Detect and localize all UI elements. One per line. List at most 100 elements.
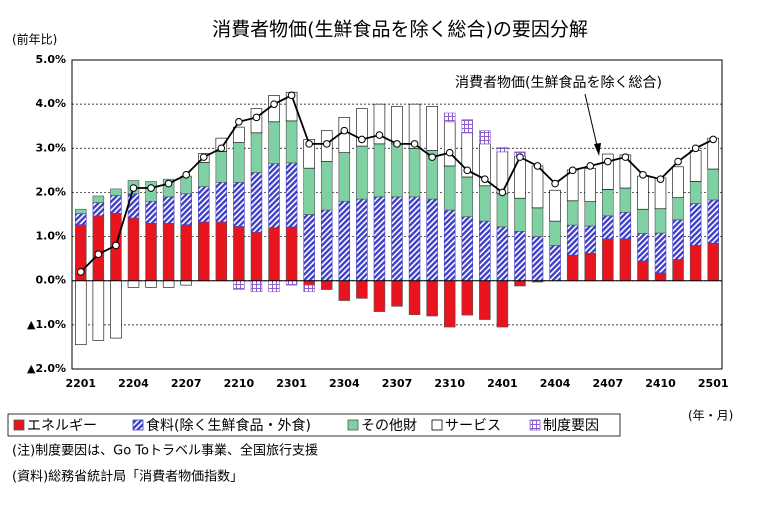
bar-segment — [426, 280, 438, 317]
bar-segment — [268, 280, 280, 293]
bar-segment — [689, 150, 702, 182]
bar-segment — [320, 161, 333, 211]
bar-segment — [373, 103, 386, 145]
bar-segment — [110, 195, 122, 214]
legend-swatch — [13, 419, 25, 431]
bar-segment — [303, 284, 315, 293]
bar-segment — [443, 165, 456, 211]
bar-segment — [566, 254, 579, 282]
bar-segment — [443, 209, 456, 282]
bar-segment — [338, 117, 351, 153]
bar-segment — [180, 193, 192, 225]
bar-segment — [672, 259, 684, 282]
bar-segment — [162, 280, 175, 288]
line-point — [340, 126, 349, 135]
bar-segment — [479, 280, 491, 320]
bar-segment — [92, 215, 105, 282]
bar-segment — [162, 223, 175, 282]
bar-segment — [602, 153, 614, 190]
bar-segment — [461, 119, 474, 134]
line-point — [252, 113, 261, 122]
line-point — [199, 153, 208, 161]
bar-segment — [303, 139, 315, 169]
line-point — [147, 184, 155, 192]
bar-segment — [637, 233, 649, 262]
bar-segment — [268, 121, 280, 165]
bar-segment — [162, 178, 175, 198]
bar-segment — [443, 280, 456, 328]
bar-segment — [549, 245, 561, 282]
y-tick-label: 4.0% — [35, 97, 66, 110]
bar-segment — [602, 238, 614, 282]
bar-segment — [689, 245, 702, 282]
bar-segment — [514, 155, 526, 199]
bar-segment — [531, 236, 544, 282]
bar-segment — [215, 181, 228, 223]
bar-segment — [338, 152, 351, 202]
x-tick-label: 2210 — [224, 377, 255, 390]
line-point — [586, 162, 595, 170]
bar-segment — [461, 216, 474, 282]
line-point — [428, 153, 436, 161]
legend-frame — [7, 413, 621, 437]
bar-segment — [180, 280, 192, 286]
line-point — [639, 170, 647, 179]
line-point — [674, 157, 682, 166]
bar-segment — [672, 166, 684, 199]
bar-segment — [75, 280, 87, 346]
x-tick-label: 2407 — [592, 377, 623, 390]
bar-segment — [373, 280, 386, 312]
bar-segment — [233, 181, 245, 227]
bar-segment — [250, 172, 263, 233]
line-point — [481, 175, 489, 183]
line-point — [533, 162, 542, 170]
bar-segment — [233, 226, 245, 282]
annotation: 消費者物価(生鮮食品を除く総合) — [455, 74, 662, 91]
bar-segment — [602, 215, 614, 240]
bar-segment — [637, 208, 649, 234]
bar-segment — [233, 280, 245, 290]
bar-segment — [707, 242, 719, 282]
line-point — [76, 268, 85, 276]
bar-segment — [531, 207, 544, 237]
x-tick-label: 2304 — [329, 377, 360, 390]
x-tick-label: 2401 — [487, 377, 518, 390]
bar-segment — [145, 280, 157, 288]
line-point — [410, 140, 419, 148]
annotation-arrow — [584, 93, 599, 151]
x-tick-label: 2307 — [382, 377, 413, 390]
bar-segment — [92, 202, 105, 217]
y-tick-label: 0.0% — [35, 274, 66, 287]
bar-segment — [356, 108, 368, 147]
line-point — [217, 144, 226, 153]
x-tick-label: 2501 — [698, 377, 729, 390]
bar-segment — [566, 224, 579, 256]
bar-segment — [443, 121, 456, 167]
bar-segment — [566, 200, 579, 226]
line-point — [656, 175, 665, 183]
line-point — [393, 140, 401, 148]
bar-segment — [584, 168, 596, 202]
bar-segment — [198, 162, 210, 187]
legend-label: その他財 — [361, 418, 417, 434]
bar-segment — [689, 203, 702, 246]
bar-segment — [285, 120, 298, 164]
line-point — [691, 144, 700, 153]
bar-segment — [268, 163, 280, 229]
legend-label: 制度要因 — [543, 418, 599, 434]
bar-segment — [549, 220, 561, 246]
bar-segment — [391, 106, 403, 145]
bar-segment — [127, 217, 140, 282]
line-point — [445, 148, 454, 157]
bar-segment — [162, 196, 175, 224]
bar-segment — [250, 231, 263, 282]
bar-segment — [338, 200, 351, 282]
bar-segment — [584, 253, 596, 282]
bar-segment — [373, 143, 386, 198]
bar-segment — [584, 201, 596, 227]
bar-segment — [496, 193, 509, 228]
bar-segment — [391, 280, 403, 307]
bar-segment — [479, 220, 491, 282]
bar-segment — [584, 225, 596, 254]
